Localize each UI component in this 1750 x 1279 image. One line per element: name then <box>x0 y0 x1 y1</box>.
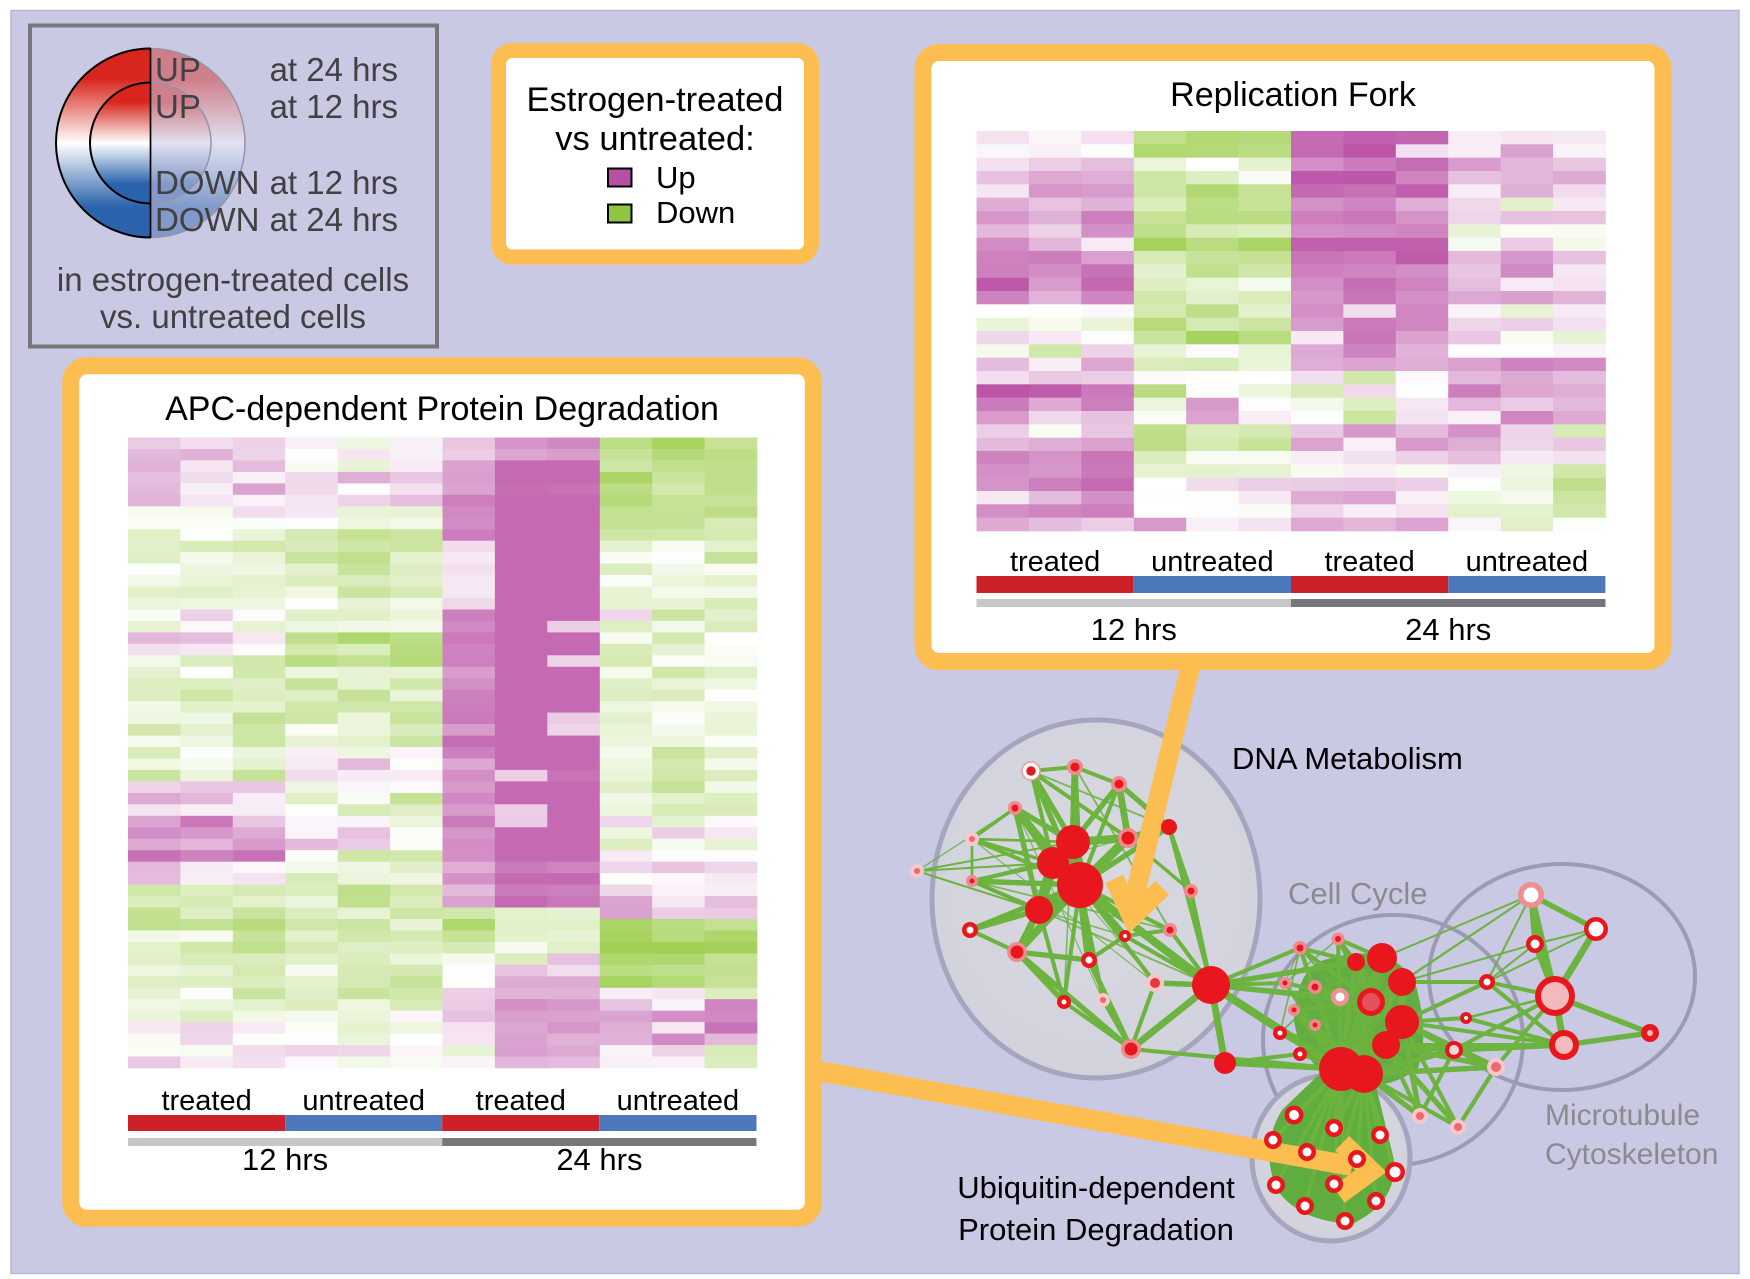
svg-text:untreated: untreated <box>302 1085 425 1117</box>
svg-text:at 12 hrs: at 12 hrs <box>270 164 398 201</box>
svg-text:12 hrs: 12 hrs <box>1091 612 1177 647</box>
svg-text:Protein Degradation: Protein Degradation <box>958 1212 1234 1247</box>
svg-text:vs. untreated cells: vs. untreated cells <box>100 298 366 335</box>
svg-text:24 hrs: 24 hrs <box>1405 612 1491 647</box>
svg-text:Cytoskeleton: Cytoskeleton <box>1545 1138 1718 1171</box>
svg-text:treated: treated <box>1010 546 1100 578</box>
svg-text:Ubiquitin-dependent: Ubiquitin-dependent <box>957 1170 1235 1205</box>
svg-text:APC-dependent Protein Degradat: APC-dependent Protein Degradation <box>165 390 719 428</box>
svg-text:Estrogen-treated: Estrogen-treated <box>527 81 784 119</box>
svg-text:24 hrs: 24 hrs <box>556 1142 642 1177</box>
svg-text:Down: Down <box>656 195 735 230</box>
svg-text:at 24 hrs: at 24 hrs <box>270 201 398 238</box>
svg-text:untreated: untreated <box>617 1085 740 1117</box>
svg-text:DOWN: DOWN <box>155 201 259 238</box>
svg-text:vs untreated:: vs untreated: <box>555 120 754 158</box>
svg-text:Cell Cycle: Cell Cycle <box>1288 876 1428 911</box>
svg-text:in estrogen-treated cells: in estrogen-treated cells <box>57 261 409 298</box>
svg-text:treated: treated <box>1324 546 1414 578</box>
svg-text:Replication Fork: Replication Fork <box>1170 76 1417 114</box>
svg-text:DNA Metabolism: DNA Metabolism <box>1232 741 1463 776</box>
svg-text:untreated: untreated <box>1466 546 1589 578</box>
svg-text:UP: UP <box>155 88 201 125</box>
svg-text:treated: treated <box>161 1085 251 1117</box>
svg-text:treated: treated <box>476 1085 566 1117</box>
svg-text:at 12 hrs: at 12 hrs <box>270 88 398 125</box>
svg-text:12 hrs: 12 hrs <box>242 1142 328 1177</box>
svg-text:Microtubule: Microtubule <box>1545 1099 1700 1132</box>
svg-text:DOWN: DOWN <box>155 164 259 201</box>
svg-text:untreated: untreated <box>1151 546 1274 578</box>
svg-text:at 24 hrs: at 24 hrs <box>270 51 398 88</box>
svg-text:Up: Up <box>656 160 696 195</box>
svg-text:UP: UP <box>155 51 201 88</box>
